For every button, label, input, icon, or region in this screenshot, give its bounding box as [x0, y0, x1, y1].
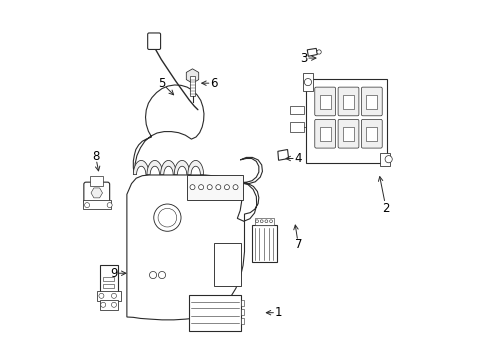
- Circle shape: [215, 185, 221, 190]
- Circle shape: [233, 185, 238, 190]
- Bar: [289, 122, 304, 132]
- Bar: [241, 310, 244, 315]
- Polygon shape: [147, 161, 163, 175]
- Text: 9: 9: [110, 267, 117, 280]
- Text: 3: 3: [299, 51, 307, 64]
- Bar: [343, 127, 353, 141]
- Polygon shape: [133, 85, 203, 174]
- Bar: [366, 95, 376, 109]
- Text: 5: 5: [158, 77, 165, 90]
- Polygon shape: [126, 157, 262, 320]
- Bar: [241, 301, 244, 306]
- Bar: [90, 176, 102, 186]
- Bar: [189, 76, 195, 96]
- Bar: [100, 300, 117, 310]
- Circle shape: [149, 271, 156, 279]
- Circle shape: [304, 78, 311, 86]
- Circle shape: [316, 50, 321, 54]
- Circle shape: [111, 302, 116, 307]
- Polygon shape: [277, 149, 288, 160]
- Polygon shape: [160, 161, 176, 175]
- Circle shape: [107, 203, 112, 208]
- Bar: [343, 95, 353, 109]
- Circle shape: [190, 185, 195, 190]
- Circle shape: [158, 208, 176, 227]
- Text: 8: 8: [92, 150, 99, 163]
- Bar: [289, 107, 304, 114]
- Circle shape: [198, 185, 203, 190]
- FancyBboxPatch shape: [83, 182, 109, 204]
- Circle shape: [153, 204, 181, 231]
- Bar: [241, 319, 244, 324]
- Polygon shape: [186, 69, 198, 83]
- Bar: [100, 265, 117, 292]
- Text: 1: 1: [274, 306, 282, 319]
- Text: 2: 2: [382, 202, 389, 215]
- Text: 6: 6: [210, 77, 217, 90]
- FancyBboxPatch shape: [314, 87, 335, 116]
- Text: 7: 7: [294, 238, 302, 251]
- Bar: [187, 175, 242, 200]
- Circle shape: [384, 156, 391, 163]
- Circle shape: [84, 203, 89, 208]
- Circle shape: [255, 220, 258, 223]
- Circle shape: [158, 271, 165, 279]
- Bar: [214, 243, 241, 286]
- Polygon shape: [91, 188, 102, 198]
- Polygon shape: [174, 161, 190, 175]
- FancyBboxPatch shape: [337, 120, 358, 148]
- FancyBboxPatch shape: [147, 33, 160, 49]
- Bar: [255, 218, 273, 225]
- Circle shape: [99, 293, 104, 298]
- Circle shape: [101, 302, 105, 307]
- FancyBboxPatch shape: [361, 87, 382, 116]
- Circle shape: [111, 293, 116, 298]
- Bar: [302, 73, 313, 91]
- Bar: [103, 284, 114, 288]
- Circle shape: [260, 220, 263, 223]
- Text: 4: 4: [294, 152, 302, 165]
- Circle shape: [224, 185, 229, 190]
- Bar: [188, 296, 241, 331]
- Bar: [366, 127, 376, 141]
- Bar: [103, 277, 114, 281]
- Circle shape: [264, 220, 267, 223]
- Bar: [305, 78, 386, 163]
- Polygon shape: [187, 161, 203, 175]
- Bar: [97, 291, 121, 301]
- Bar: [319, 127, 330, 141]
- Polygon shape: [133, 161, 149, 175]
- Circle shape: [269, 220, 272, 223]
- Bar: [251, 225, 277, 262]
- Circle shape: [207, 185, 212, 190]
- Bar: [379, 153, 389, 166]
- FancyBboxPatch shape: [314, 120, 335, 148]
- Bar: [319, 95, 330, 109]
- FancyBboxPatch shape: [361, 120, 382, 148]
- Polygon shape: [306, 48, 317, 56]
- FancyBboxPatch shape: [337, 87, 358, 116]
- Bar: [83, 201, 111, 210]
